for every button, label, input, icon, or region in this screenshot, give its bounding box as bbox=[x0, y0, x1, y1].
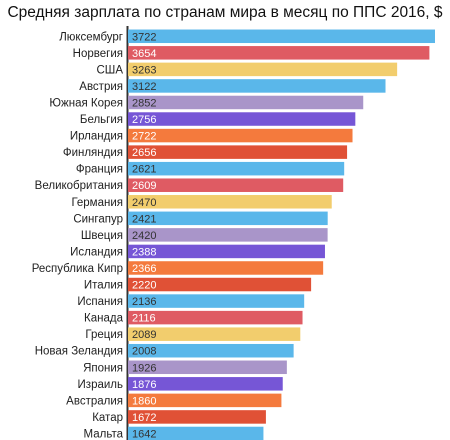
bar bbox=[128, 79, 386, 93]
bar bbox=[128, 310, 303, 325]
bar bbox=[128, 261, 324, 275]
bar bbox=[128, 327, 301, 341]
bar bbox=[128, 46, 430, 60]
bar bbox=[128, 277, 312, 292]
value-label: 2621 bbox=[132, 164, 156, 176]
category-label: Люксембург bbox=[59, 31, 123, 43]
bar bbox=[128, 244, 325, 259]
bar bbox=[128, 128, 353, 143]
value-label: 2470 bbox=[132, 197, 156, 209]
category-label: Австралия bbox=[66, 395, 123, 407]
bar bbox=[128, 112, 356, 126]
value-label: 2116 bbox=[132, 313, 156, 325]
category-label: Республика Кипр bbox=[32, 263, 123, 275]
bar bbox=[128, 228, 328, 242]
value-label: 2420 bbox=[132, 230, 156, 242]
category-label: Канада bbox=[84, 313, 124, 325]
category-label: Новая Зеландия bbox=[35, 346, 123, 358]
category-label: Греция bbox=[85, 329, 123, 341]
value-label: 2656 bbox=[132, 147, 156, 159]
bar bbox=[128, 29, 435, 44]
category-label: Австрия bbox=[79, 81, 123, 93]
value-label: 2089 bbox=[132, 329, 156, 341]
category-label: Исландия bbox=[70, 246, 123, 258]
bar bbox=[128, 343, 294, 358]
category-label: Сингапур bbox=[73, 213, 123, 225]
bar bbox=[128, 410, 266, 424]
value-label: 2756 bbox=[132, 114, 156, 126]
value-label: 3263 bbox=[132, 64, 156, 76]
value-label: 1672 bbox=[132, 412, 156, 424]
category-label: Япония bbox=[83, 362, 123, 374]
category-label: Южная Корея bbox=[49, 97, 123, 109]
category-label: США bbox=[96, 64, 123, 76]
value-label: 2366 bbox=[132, 263, 156, 275]
bar bbox=[128, 145, 348, 159]
category-label: Катар bbox=[92, 412, 123, 424]
value-label: 1926 bbox=[132, 362, 156, 374]
category-label: Мальта bbox=[84, 428, 124, 440]
category-label: Швеция bbox=[81, 230, 123, 242]
bar bbox=[128, 95, 364, 110]
category-label: Италия bbox=[84, 280, 123, 292]
value-label: 3722 bbox=[132, 31, 156, 43]
value-label: 1876 bbox=[132, 379, 156, 391]
chart-title: Средняя зарплата по странам мира в месяц… bbox=[7, 4, 443, 21]
value-label: 2421 bbox=[132, 213, 156, 225]
bar bbox=[128, 426, 264, 440]
bar bbox=[128, 360, 287, 375]
value-label: 3122 bbox=[132, 81, 156, 93]
bar bbox=[128, 377, 283, 391]
value-label: 3654 bbox=[132, 48, 156, 60]
category-label: Норвегия bbox=[73, 48, 123, 60]
value-label: 2008 bbox=[132, 346, 156, 358]
value-label: 2609 bbox=[132, 180, 156, 192]
bar bbox=[128, 62, 398, 77]
category-label: Германия bbox=[71, 197, 123, 209]
bar bbox=[128, 211, 328, 226]
value-label: 2220 bbox=[132, 280, 156, 292]
category-label: Испания bbox=[77, 296, 123, 308]
value-label: 2388 bbox=[132, 246, 156, 258]
value-label: 1642 bbox=[132, 428, 156, 440]
category-label: Израиль bbox=[78, 379, 123, 391]
category-label: Ирландия bbox=[70, 131, 123, 143]
bar bbox=[128, 161, 345, 176]
value-label: 1860 bbox=[132, 395, 156, 407]
category-label: Франция bbox=[76, 164, 123, 176]
bar bbox=[128, 178, 344, 192]
value-label: 2852 bbox=[132, 97, 156, 109]
value-label: 2136 bbox=[132, 296, 156, 308]
value-label: 2722 bbox=[132, 131, 156, 143]
category-label: Бельгия bbox=[80, 114, 123, 126]
bar bbox=[128, 195, 332, 209]
category-label: Финляндия bbox=[63, 147, 123, 159]
bar bbox=[128, 393, 282, 408]
category-label: Великобритания bbox=[35, 180, 123, 192]
bar bbox=[128, 294, 305, 308]
